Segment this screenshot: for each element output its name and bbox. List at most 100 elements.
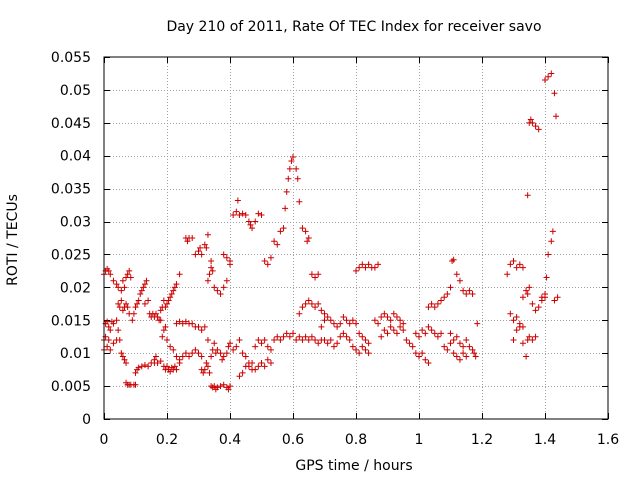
- data-point: [182, 350, 189, 357]
- data-point: [431, 304, 438, 311]
- data-point: [234, 197, 241, 204]
- data-point: [141, 300, 148, 307]
- data-point: [390, 310, 397, 317]
- data-point: [397, 323, 404, 330]
- data-point: [160, 327, 167, 334]
- data-point: [217, 350, 224, 357]
- data-point: [164, 337, 170, 344]
- data-point: [230, 346, 237, 353]
- data-point: [453, 353, 460, 360]
- data-point: [532, 307, 539, 314]
- data-point: [519, 264, 526, 271]
- data-point: [419, 327, 426, 334]
- data-point: [542, 77, 548, 84]
- data-point: [290, 330, 296, 337]
- data-point: [214, 346, 221, 353]
- x-tick-label: 0: [100, 432, 109, 448]
- data-point: [274, 241, 281, 248]
- data-point: [105, 337, 112, 344]
- data-point: [450, 350, 457, 357]
- data-point: [353, 346, 359, 353]
- data-point: [115, 284, 122, 291]
- data-point: [203, 360, 210, 367]
- data-point: [129, 317, 136, 324]
- data-point: [110, 277, 117, 284]
- data-point: [400, 320, 407, 327]
- data-point: [164, 300, 170, 307]
- data-point: [337, 333, 344, 340]
- data-point: [145, 297, 152, 304]
- data-point: [312, 274, 319, 281]
- data-point: [249, 225, 256, 232]
- data-point: [466, 287, 473, 294]
- data-point: [157, 358, 164, 365]
- data-point: [305, 337, 312, 344]
- data-point: [220, 381, 227, 388]
- data-point: [211, 383, 218, 390]
- data-point: [447, 284, 454, 291]
- data-point: [460, 343, 467, 350]
- data-point: [171, 363, 178, 370]
- data-point: [206, 271, 213, 278]
- data-point: [381, 310, 388, 317]
- data-point: [359, 261, 366, 268]
- data-point: [474, 320, 481, 327]
- data-point: [113, 281, 120, 288]
- y-tick-label: 0.055: [51, 50, 91, 66]
- data-point: [425, 360, 432, 367]
- data-point: [315, 340, 322, 347]
- data-point: [422, 330, 429, 337]
- data-point: [551, 90, 558, 97]
- data-point: [290, 154, 296, 161]
- x-tick-label: 1: [415, 432, 424, 448]
- data-point: [535, 304, 542, 311]
- data-point: [529, 300, 536, 307]
- data-point: [519, 340, 526, 347]
- data-point: [214, 384, 221, 391]
- data-point: [225, 386, 232, 393]
- data-point: [115, 300, 122, 307]
- data-point: [438, 330, 445, 337]
- data-point: [359, 343, 366, 350]
- data-point: [356, 350, 363, 357]
- data-point: [353, 320, 359, 327]
- data-point: [230, 211, 237, 218]
- data-point: [349, 343, 356, 350]
- data-point: [318, 307, 325, 314]
- data-point: [121, 356, 128, 363]
- data-point: [220, 284, 227, 291]
- data-point: [179, 320, 186, 327]
- data-point: [200, 369, 207, 376]
- data-point: [296, 198, 303, 205]
- chart-title: Day 210 of 2011, Rate Of TEC Index for r…: [166, 19, 541, 35]
- data-point: [349, 317, 356, 324]
- data-point: [419, 350, 426, 357]
- data-point: [438, 297, 445, 304]
- x-tick-label: 1.4: [534, 432, 556, 448]
- data-point: [176, 271, 183, 278]
- data-point: [393, 313, 400, 320]
- data-point: [302, 228, 309, 235]
- data-point: [340, 313, 347, 320]
- data-point: [170, 287, 177, 294]
- data-point: [308, 271, 315, 278]
- y-tick-label: 0.02: [60, 280, 91, 296]
- data-point: [236, 373, 243, 380]
- data-point: [375, 320, 382, 327]
- data-point: [134, 300, 141, 307]
- data-point: [460, 287, 467, 294]
- data-point: [334, 323, 341, 330]
- data-point: [312, 304, 319, 311]
- data-point: [548, 238, 555, 245]
- data-point: [242, 211, 249, 218]
- data-point: [416, 353, 422, 360]
- data-point: [362, 264, 369, 271]
- data-point: [233, 343, 240, 350]
- x-tick-label: 1.2: [471, 432, 493, 448]
- data-point: [208, 353, 215, 360]
- y-tick-label: 0.035: [51, 182, 91, 198]
- data-point: [204, 277, 211, 284]
- data-point: [545, 73, 552, 80]
- data-point: [138, 363, 145, 370]
- data-point: [182, 318, 189, 325]
